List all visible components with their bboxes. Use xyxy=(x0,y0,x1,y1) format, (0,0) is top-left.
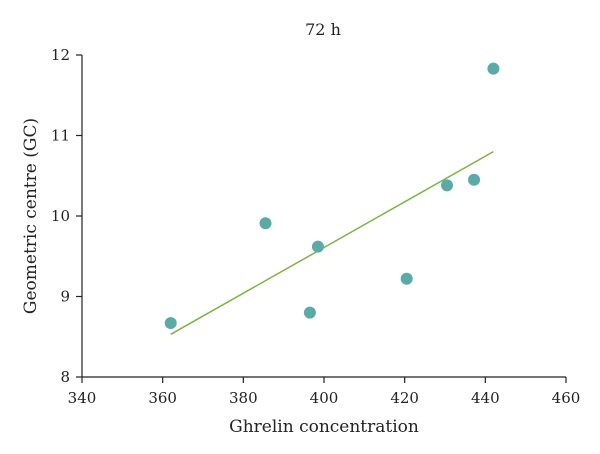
x-tick-label: 440 xyxy=(471,389,500,407)
data-point xyxy=(164,317,177,330)
y-tick-label: 12 xyxy=(51,46,70,64)
y-tick-label: 11 xyxy=(51,127,70,145)
trend-line xyxy=(170,150,494,335)
axes xyxy=(81,55,566,378)
y-tick-label: 8 xyxy=(60,368,70,386)
x-tick-label: 400 xyxy=(310,389,339,407)
data-point xyxy=(311,240,324,253)
y-tick-label: 10 xyxy=(51,207,70,225)
data-points xyxy=(164,62,500,330)
x-tick-label: 360 xyxy=(148,389,177,407)
y-tick-label: 9 xyxy=(60,288,70,306)
x-axis-label: Ghrelin concentration xyxy=(229,417,419,437)
data-point xyxy=(468,173,481,186)
data-point xyxy=(303,306,316,319)
x-tick-label: 380 xyxy=(229,389,258,407)
x-ticks: 340 360 380 400 420 440 460 xyxy=(68,377,581,407)
data-point xyxy=(400,272,413,285)
chart-title: 72 h xyxy=(305,20,341,39)
data-point xyxy=(441,179,454,192)
x-tick-label: 340 xyxy=(68,389,97,407)
x-tick-label: 460 xyxy=(552,389,581,407)
data-point xyxy=(487,62,500,75)
y-axis-label: Geometric centre (GC) xyxy=(21,118,41,314)
y-ticks: 8 9 10 11 12 xyxy=(51,46,82,386)
x-tick-label: 420 xyxy=(390,389,419,407)
data-point xyxy=(259,217,272,230)
